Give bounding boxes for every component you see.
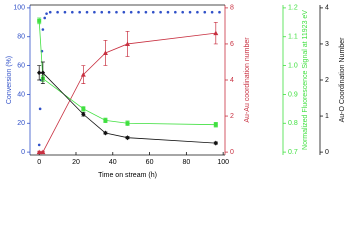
point [213, 122, 218, 127]
point [100, 10, 104, 14]
axis-title: Au-Au coordination number [244, 37, 251, 123]
point [85, 10, 89, 14]
tick-label: 1.1 [288, 34, 298, 41]
point [125, 41, 130, 46]
point [122, 10, 126, 14]
x-tick-label: 60 [146, 159, 154, 166]
point [203, 10, 207, 14]
x-tick-label: 40 [109, 159, 117, 166]
tick-label: 2 [230, 113, 234, 120]
point [45, 12, 48, 15]
x-tick-label: 80 [182, 159, 190, 166]
point [81, 106, 86, 111]
tick-label: 80 [17, 34, 25, 41]
point [41, 28, 45, 31]
tick-label: 0 [230, 149, 234, 156]
point [103, 130, 108, 136]
tick-label: 2 [325, 77, 329, 84]
point [43, 16, 47, 20]
point [93, 10, 96, 14]
tick-label: 0 [325, 149, 329, 156]
x-tick-label: 0 [37, 159, 41, 166]
x-axis-title: Time on stream (h) [98, 172, 157, 179]
point [125, 135, 130, 141]
point [196, 10, 199, 14]
point [144, 10, 148, 14]
tick-label: 1.2 [288, 5, 298, 12]
axis-title: Conversion (%) [6, 56, 13, 104]
point [151, 10, 155, 14]
axis-title: Normalized Fluorescence Signal at 11923 … [302, 10, 309, 150]
x-tick-label: 100 [217, 159, 229, 166]
point [102, 50, 108, 55]
tick-label: 4 [325, 5, 329, 12]
series-line [38, 20, 216, 126]
point [38, 107, 42, 111]
point [125, 121, 130, 126]
point [71, 10, 74, 14]
tick-label: 0.9 [288, 91, 298, 98]
point [137, 10, 140, 14]
tick-label: 100 [13, 5, 25, 12]
point [103, 118, 108, 123]
tick-label: 4 [230, 77, 234, 84]
point [40, 149, 46, 155]
point [36, 70, 42, 76]
point [56, 10, 59, 14]
point [213, 140, 219, 146]
point [129, 10, 133, 14]
point [181, 10, 184, 14]
point [174, 10, 177, 14]
tick-label: 1 [325, 113, 329, 120]
x-tick-label: 20 [72, 159, 80, 166]
point [40, 70, 46, 76]
point [63, 10, 67, 14]
point [188, 10, 192, 14]
tick-label: 8 [230, 5, 234, 12]
point [37, 18, 42, 23]
tick-label: 1.0 [288, 62, 298, 69]
point [80, 72, 86, 77]
point [36, 149, 42, 155]
point [210, 10, 214, 14]
point [37, 143, 41, 147]
point [213, 30, 219, 36]
tick-label: 0.7 [288, 149, 298, 156]
tick-label: 0 [21, 149, 25, 156]
axis-title: Au-O Coordination Number [339, 37, 346, 122]
point [78, 10, 81, 14]
tick-label: 20 [17, 120, 25, 127]
point [159, 10, 162, 14]
point [107, 10, 111, 14]
tick-label: 60 [17, 62, 25, 69]
point [115, 10, 118, 14]
point [218, 10, 221, 14]
tick-label: 0.8 [288, 120, 298, 127]
point [48, 10, 52, 14]
point [166, 10, 170, 14]
tick-label: 3 [325, 41, 329, 48]
tick-label: 40 [17, 91, 25, 98]
point [81, 111, 86, 117]
tick-label: 6 [230, 41, 234, 48]
